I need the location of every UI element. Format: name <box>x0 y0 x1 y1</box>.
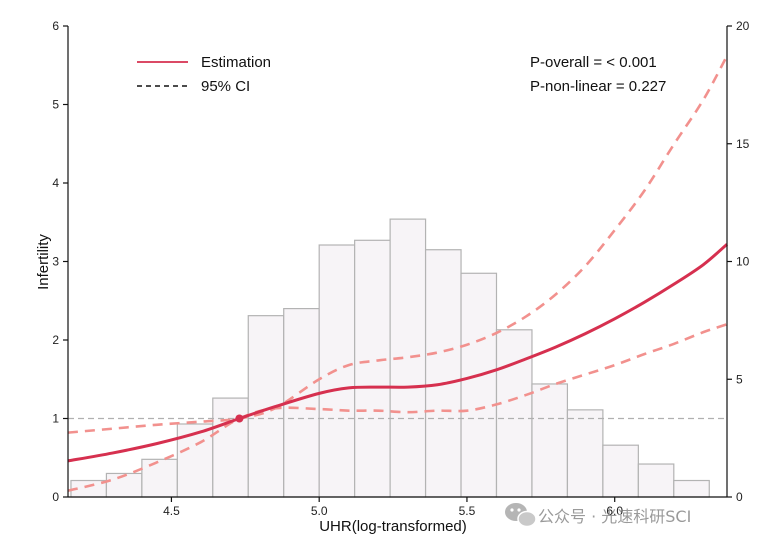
x-ticks: 4.5 5.0 5.5 6.0 <box>163 497 623 518</box>
histogram-bar <box>212 397 249 498</box>
legend: Estimation 95% CI <box>137 54 271 95</box>
histogram-bars <box>70 218 710 498</box>
annotations: P-overall = < 0.001 P-non-linear = 0.227 <box>530 54 666 95</box>
wechat-icon <box>505 503 537 528</box>
legend-label-estimation: Estimation <box>201 54 271 71</box>
histogram-bar <box>531 383 569 498</box>
ci-lower-curve <box>67 323 728 492</box>
y-tick-label: 5 <box>52 98 59 112</box>
ci-bands <box>67 55 729 492</box>
x-tick-label: 4.5 <box>163 504 180 518</box>
x-tick-label: 5.5 <box>459 504 476 518</box>
estimation-curve <box>67 243 728 463</box>
histogram-bar <box>602 444 639 498</box>
y2-ticks: 0 5 10 15 20 <box>727 19 750 504</box>
histogram-bar <box>141 458 178 498</box>
y-tick-label: 1 <box>52 412 59 426</box>
ci-upper-curve <box>67 55 729 434</box>
histogram-bar <box>637 463 675 498</box>
watermark: 公众号 · 光速科研SCI <box>505 503 691 528</box>
y-tick-label: 4 <box>52 176 59 190</box>
y2-tick-label: 5 <box>736 372 743 386</box>
histogram-bar <box>566 409 604 498</box>
y-tick-label: 2 <box>52 333 59 347</box>
y2-tick-label: 15 <box>736 137 750 151</box>
y-axis-title: Infertility <box>35 234 52 290</box>
y2-tick-label: 0 <box>736 490 743 504</box>
histogram-bar <box>424 249 462 498</box>
y2-tick-label: 10 <box>736 255 750 269</box>
histogram-bar <box>354 239 391 498</box>
legend-label-ci: 95% CI <box>201 78 250 95</box>
watermark-text: 公众号 · 光速科研SCI <box>538 507 691 526</box>
y2-tick-label: 20 <box>736 19 750 33</box>
estimation-curve-group <box>67 243 728 463</box>
x-axis-title: UHR(log-transformed) <box>319 518 467 535</box>
y-tick-label: 0 <box>52 490 59 504</box>
y-tick-label: 3 <box>52 255 59 269</box>
x-tick-label: 5.0 <box>311 504 328 518</box>
p-overall-annotation: P-overall = < 0.001 <box>530 54 657 71</box>
reference-point <box>235 414 244 423</box>
y-ticks: 0 1 2 3 4 5 6 <box>52 19 68 504</box>
p-nonlinear-annotation: P-non-linear = 0.227 <box>530 78 666 95</box>
histogram-bar <box>495 329 533 498</box>
y-tick-label: 6 <box>52 19 59 33</box>
histogram-bar <box>673 479 710 498</box>
histogram-bar <box>460 272 498 498</box>
x-tick-label: 6.0 <box>606 504 623 518</box>
